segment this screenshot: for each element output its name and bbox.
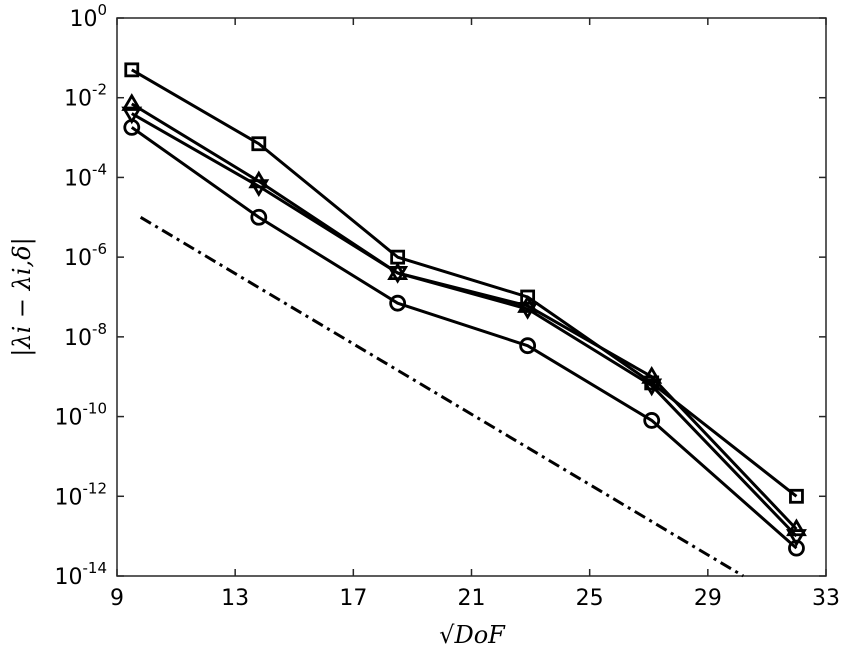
data-point-circle	[389, 294, 407, 312]
x-tick-label: 9	[110, 586, 124, 611]
y-tick-label: 10-4	[64, 160, 107, 191]
data-point-triangle-up	[121, 93, 143, 111]
data-point-triangle-up	[641, 365, 663, 384]
data-point-circle	[519, 337, 537, 355]
y-tick-label: 10-6	[64, 240, 107, 271]
y-axis-title: |λi − λi,δ|	[8, 237, 37, 356]
data-point-triangle-down	[248, 179, 270, 198]
data-point-circle	[788, 539, 805, 557]
x-tick-label: 17	[339, 586, 367, 611]
data-point-triangle-down	[121, 106, 143, 125]
plot-area	[116, 17, 827, 577]
data-point-circle	[250, 208, 268, 226]
data-point-square	[124, 62, 140, 78]
data-point-triangle-down	[517, 301, 539, 320]
data-point-triangle-down	[641, 378, 663, 397]
data-point-triangle-down	[786, 529, 807, 547]
x-axis-title: √DoF	[439, 621, 506, 649]
x-tick-label: 21	[458, 586, 486, 611]
data-point-circle	[643, 412, 661, 429]
reference-line	[139, 215, 745, 578]
x-tick-label: 29	[694, 586, 722, 611]
data-point-circle	[123, 118, 141, 136]
y-tick-label: 10-14	[55, 559, 108, 590]
y-tick-label: 100	[69, 1, 107, 32]
series-line-triangle-up	[130, 102, 798, 531]
x-tick-label: 33	[812, 586, 840, 611]
x-tick-label: 25	[576, 586, 604, 611]
y-tick-label: 10-8	[64, 320, 107, 351]
series-line-triangle-down	[131, 112, 798, 538]
axis-ticks: 9 13 17 21 25 29 33 100 10-2 10-4 10-6 10-8 10-10 10-…	[55, 1, 841, 611]
chart-marks	[121, 62, 807, 578]
y-tick-label: 10-10	[55, 400, 108, 431]
data-point-square	[251, 136, 267, 152]
data-point-triangle-down	[387, 266, 409, 284]
x-tick-label: 13	[221, 586, 249, 611]
y-tick-label: 10-12	[55, 479, 108, 510]
series-line-circle	[130, 126, 798, 550]
data-point-square	[789, 488, 804, 504]
y-tick-label: 10-2	[64, 81, 107, 112]
